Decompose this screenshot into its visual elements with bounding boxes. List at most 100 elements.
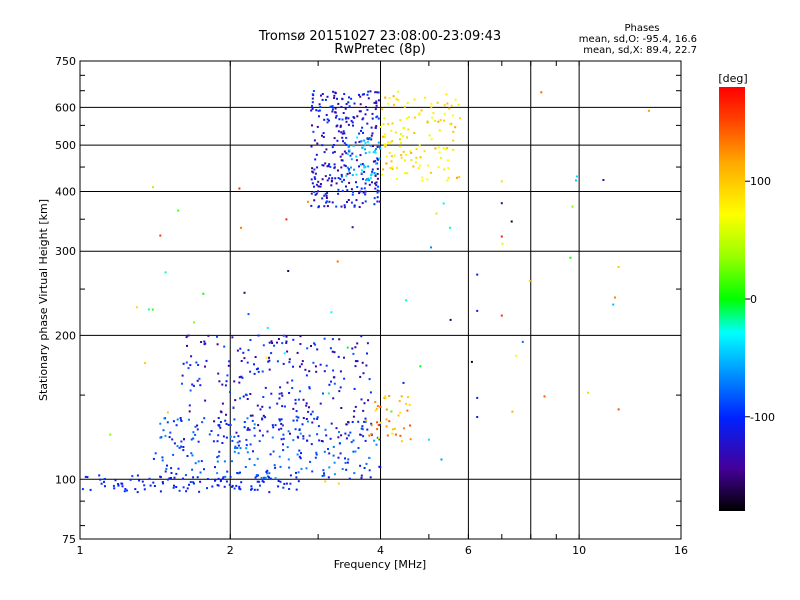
- data-point: [325, 434, 328, 437]
- data-point: [191, 468, 194, 471]
- data-point: [452, 139, 455, 142]
- data-point: [388, 151, 391, 154]
- data-point: [261, 405, 264, 408]
- data-point: [374, 172, 377, 175]
- data-point: [356, 115, 359, 118]
- data-point: [338, 338, 341, 341]
- data-point: [397, 90, 400, 93]
- data-point: [421, 176, 424, 179]
- data-point: [353, 472, 356, 475]
- data-point: [372, 160, 375, 163]
- data-point: [352, 190, 354, 193]
- data-point: [197, 460, 200, 463]
- data-point: [364, 193, 367, 196]
- data-point: [375, 443, 378, 446]
- data-point: [399, 411, 402, 414]
- data-point: [377, 99, 380, 102]
- data-point: [339, 452, 342, 455]
- data-point: [245, 438, 248, 441]
- data-point: [413, 132, 416, 134]
- data-point: [432, 112, 435, 115]
- data-point: [374, 401, 377, 403]
- data-point: [295, 488, 298, 491]
- data-point: [323, 194, 326, 197]
- data-point: [123, 490, 126, 493]
- data-point: [297, 398, 300, 401]
- data-point: [222, 476, 225, 479]
- data-point: [331, 177, 334, 180]
- data-point: [345, 468, 348, 471]
- data-point: [376, 405, 379, 407]
- data-point: [345, 174, 348, 177]
- data-point: [298, 449, 301, 452]
- data-point: [234, 445, 237, 448]
- data-point: [240, 360, 243, 362]
- data-point: [378, 146, 381, 149]
- data-point: [308, 406, 310, 409]
- data-point: [340, 434, 343, 437]
- data-point: [348, 96, 350, 99]
- data-point: [403, 159, 406, 162]
- data-point: [364, 165, 367, 168]
- data-point: [448, 107, 451, 110]
- data-point: [218, 450, 221, 453]
- data-point: [243, 426, 246, 429]
- data-point: [268, 341, 271, 344]
- data-point: [315, 453, 318, 456]
- data-point: [362, 178, 364, 181]
- data-point: [347, 144, 350, 147]
- data-point: [377, 436, 380, 439]
- data-point: [314, 158, 317, 161]
- data-point: [311, 167, 314, 170]
- data-point: [246, 451, 249, 454]
- data-point: [183, 438, 185, 441]
- data-point: [316, 125, 319, 128]
- data-point: [521, 340, 524, 343]
- data-point: [358, 140, 361, 143]
- data-point: [426, 120, 429, 123]
- data-point: [282, 437, 285, 440]
- data-point: [329, 165, 332, 168]
- data-point: [184, 474, 187, 477]
- data-point: [314, 456, 317, 459]
- data-point: [400, 133, 402, 135]
- data-point: [396, 166, 398, 169]
- data-point: [341, 118, 344, 121]
- data-point: [418, 112, 421, 115]
- data-point: [233, 380, 236, 383]
- data-point: [186, 487, 189, 490]
- data-point: [366, 93, 369, 96]
- data-point: [348, 181, 351, 184]
- data-point: [287, 430, 290, 433]
- data-point: [344, 107, 347, 110]
- data-point: [253, 423, 256, 426]
- data-point: [415, 148, 418, 151]
- data-point: [201, 421, 204, 424]
- data-point: [321, 98, 324, 101]
- data-point: [410, 159, 413, 161]
- data-point: [302, 435, 305, 438]
- data-point: [376, 191, 379, 194]
- data-point: [287, 458, 290, 461]
- data-point: [390, 160, 393, 163]
- data-point: [353, 205, 356, 208]
- data-point: [398, 400, 401, 403]
- data-point: [345, 136, 348, 139]
- data-point: [297, 471, 300, 474]
- data-point: [234, 447, 237, 449]
- data-point: [159, 475, 162, 478]
- data-point: [301, 423, 304, 426]
- data-point: [159, 422, 162, 425]
- data-point: [353, 102, 356, 105]
- data-point: [228, 483, 231, 486]
- data-point: [427, 438, 430, 441]
- data-point: [329, 105, 332, 108]
- data-point: [161, 481, 164, 483]
- data-point: [344, 117, 347, 120]
- data-point: [136, 491, 139, 494]
- data-point: [443, 112, 446, 115]
- data-point: [336, 124, 339, 127]
- data-point: [390, 410, 393, 413]
- data-point: [232, 407, 235, 409]
- data-point: [328, 452, 331, 455]
